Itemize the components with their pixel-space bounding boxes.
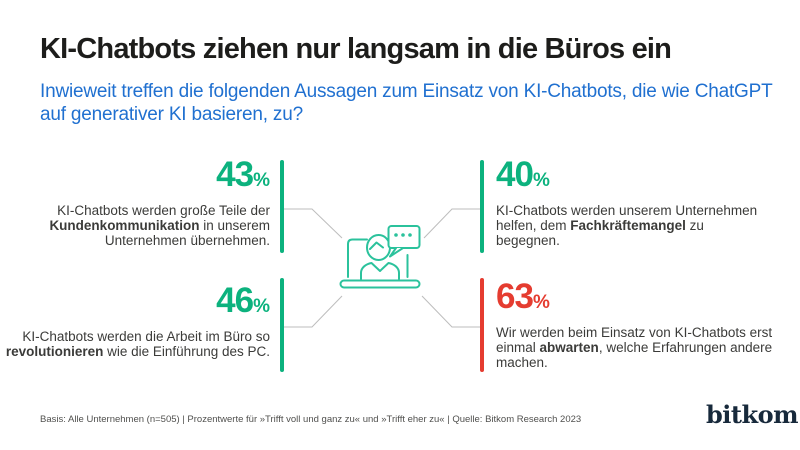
stat-value: 43% <box>35 157 270 199</box>
statement-bold: Kundenkommunikation <box>49 218 200 233</box>
stat-number: 40 <box>496 155 534 194</box>
statement-part: , welche Erfahrungen andere machen. <box>496 340 773 370</box>
accent-bar-bottom-left <box>280 278 284 372</box>
statement-part: KI-Chatbots werden die Arbeit im Büro so <box>22 329 270 344</box>
stat-number: 43 <box>216 155 254 194</box>
statement-part: Wir werden beim Einsatz von KI-Chatbots … <box>496 325 773 355</box>
stat-statement: KI-Chatbots werden die Arbeit im Büro so… <box>5 329 270 359</box>
page-title: KI-Chatbots ziehen nur langsam in die Bü… <box>40 33 672 65</box>
stat-statement: KI-Chatbots werden große Teile der Kunde… <box>35 203 270 248</box>
stat-block-abwarten: 63% Wir werden beim Einsatz von KI-Chatb… <box>496 279 781 371</box>
statement-part: wie die Einführung des PC. <box>103 344 270 359</box>
accent-bar-bottom-right <box>480 278 484 372</box>
stat-statement: Wir werden beim Einsatz von KI-Chatbots … <box>496 325 781 370</box>
statement-part: zu begegnen. <box>496 218 704 248</box>
person-shoulders <box>360 262 400 280</box>
statement-part: KI-Chatbots werden große Teile der <box>57 203 270 218</box>
stat-value: 46% <box>5 283 270 325</box>
connector-top-left <box>284 208 343 239</box>
source-note: Basis: Alle Unternehmen (n=505) | Prozen… <box>40 414 582 425</box>
stat-number: 46 <box>216 281 254 320</box>
stat-block-kundenkommunikation: 43% KI-Chatbots werden große Teile der K… <box>35 157 270 249</box>
statement-bold: abwarten <box>539 340 599 355</box>
connector-bottom-right <box>421 295 480 328</box>
statement-bold: revolutionieren <box>5 344 104 359</box>
stat-value: 63% <box>496 279 781 321</box>
connector-top-right <box>423 208 480 239</box>
person-chat-laptop-icon <box>338 222 422 297</box>
accent-bar-top-right <box>480 160 484 253</box>
chat-bubble <box>387 225 421 249</box>
stat-statement: KI-Chatbots werden unserem Unternehmen h… <box>496 203 764 248</box>
survey-question: Inwieweit treffen die folgenden Aussagen… <box>40 81 773 125</box>
stat-block-revolutionieren: 46% KI-Chatbots werden die Arbeit im Bür… <box>5 283 270 360</box>
percent-sign: % <box>253 296 270 317</box>
chat-bubble-dots <box>394 233 412 237</box>
percent-sign: % <box>532 170 550 191</box>
connector-bottom-left <box>284 295 343 328</box>
stat-block-fachkraeftemangel: 40% KI-Chatbots werden unserem Unternehm… <box>496 157 764 249</box>
accent-bar-top-left <box>280 160 284 253</box>
laptop-base <box>339 279 421 289</box>
chat-bubble-tail <box>389 247 404 258</box>
percent-sign: % <box>253 170 270 191</box>
laptop-screen-left <box>347 238 368 278</box>
statement-bold: Fachkräftemangel <box>570 218 686 233</box>
percent-sign: % <box>532 292 550 313</box>
statement-part: KI-Chatbots werden unserem Unternehmen h… <box>496 203 758 233</box>
stat-value: 40% <box>496 157 764 199</box>
statement-part: in unserem Unternehmen übernehmen. <box>104 218 270 248</box>
stat-number: 63 <box>496 277 534 316</box>
bitkom-logo: bitkom <box>705 400 799 429</box>
person-hair-fringe <box>369 241 384 250</box>
